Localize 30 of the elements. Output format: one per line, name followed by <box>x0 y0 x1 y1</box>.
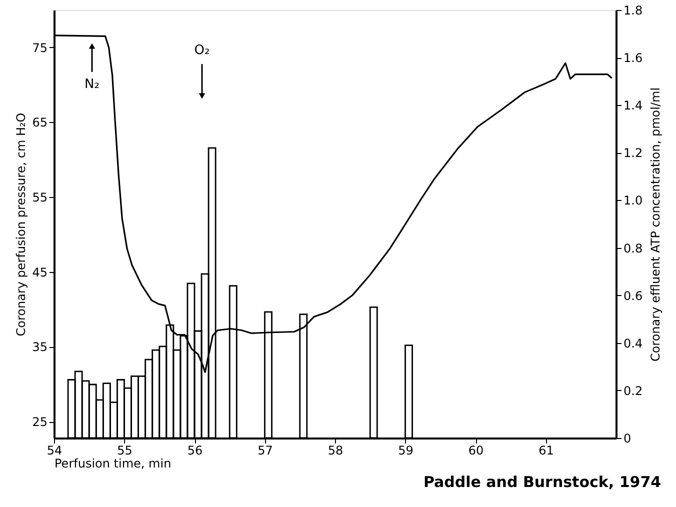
y2-tick-label: 0 <box>624 432 632 446</box>
y2-axis-title: Coronary effluent ATP concentration, pmol/ml <box>648 87 663 362</box>
y-axis-title: Coronary perfusion pressure, cm H₂O <box>14 112 28 336</box>
y-tick-label: 45 <box>32 265 48 280</box>
y-tick-label: 55 <box>32 190 48 205</box>
x-tick-label: 54 <box>46 444 62 458</box>
x-axis-title: Perfusion time, min <box>54 456 172 470</box>
y-tick-label: 25 <box>32 415 48 430</box>
x-tick-label: 61 <box>538 444 554 458</box>
y-tick-label: 65 <box>32 116 48 130</box>
x-tick-label: 59 <box>398 444 414 458</box>
y2-tick-label: 0.4 <box>624 336 643 350</box>
y2-tick-label: 1.2 <box>624 146 643 160</box>
y2-tick-label: 0.6 <box>624 288 643 303</box>
y2-tick-label: 1.4 <box>624 98 643 113</box>
y2-tick-label: 0.2 <box>624 384 643 398</box>
y-tick-label: 35 <box>32 340 48 354</box>
y2-tick-label: 1.8 <box>624 4 643 18</box>
y2-tick-label: 1.6 <box>624 51 643 66</box>
x-tick-label: 58 <box>328 444 344 458</box>
y-tick-label: 75 <box>32 40 48 55</box>
annotation: O₂ <box>194 43 210 58</box>
x-tick-label: 56 <box>187 444 203 458</box>
y2-tick-label: 1.0 <box>624 194 643 208</box>
annotation: N₂ <box>84 77 100 92</box>
text: Paddle and Burnstock, 1974 <box>423 473 662 491</box>
x-tick-label: 60 <box>468 444 484 458</box>
y2-tick-label: 0.8 <box>624 241 643 256</box>
x-tick-label: 55 <box>117 444 132 458</box>
x-tick-label: 57 <box>258 444 273 458</box>
